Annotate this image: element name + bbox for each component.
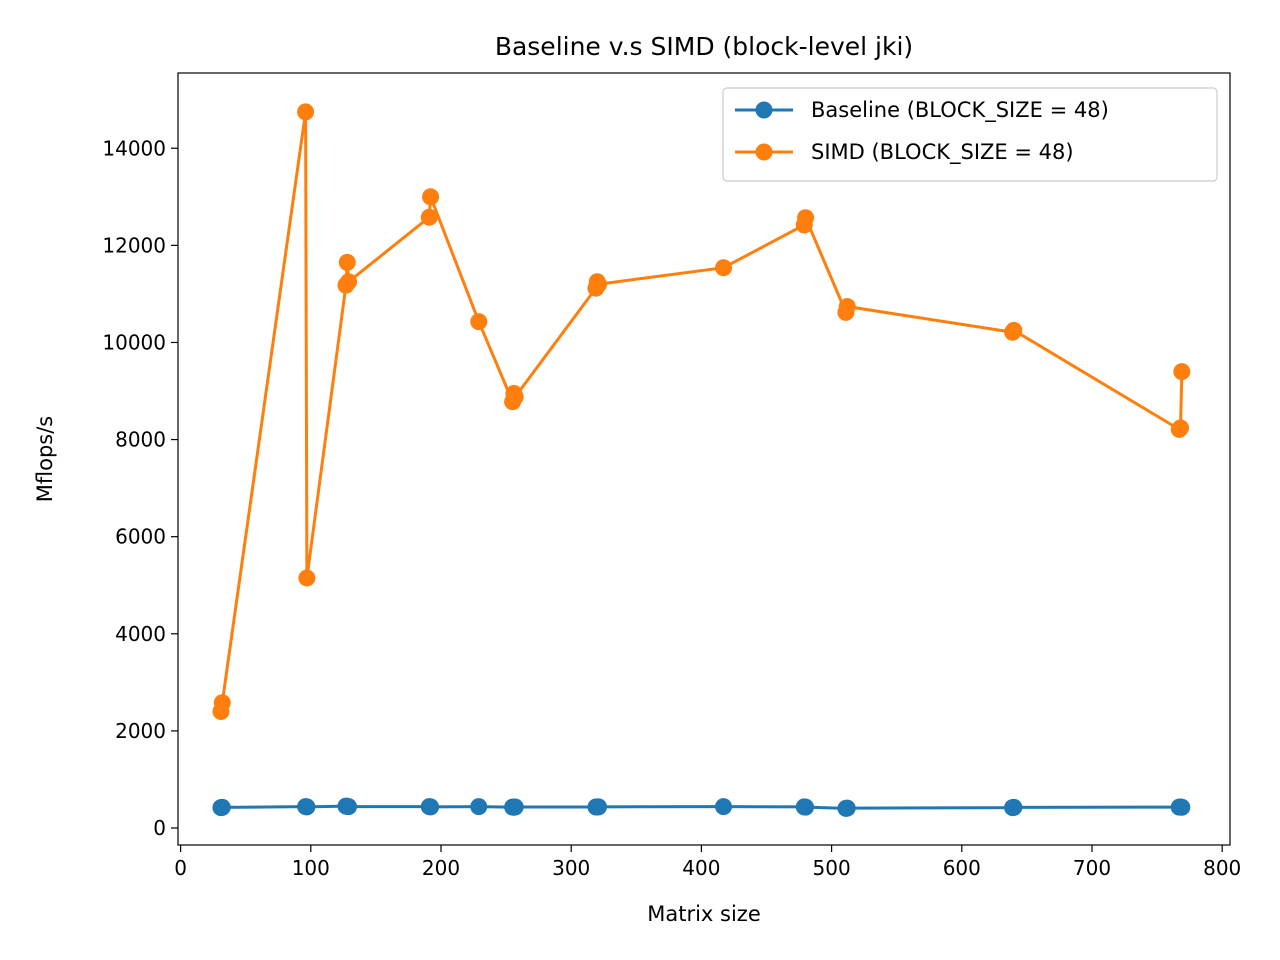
x-tick-label: 600 xyxy=(943,856,981,880)
legend-label: SIMD (BLOCK_SIZE = 48) xyxy=(811,140,1074,165)
data-point xyxy=(506,798,524,816)
series-layer xyxy=(212,103,1191,817)
data-point xyxy=(838,298,856,316)
data-point xyxy=(1005,798,1023,816)
data-point xyxy=(340,798,358,816)
y-tick-label: 14000 xyxy=(102,136,166,160)
data-point xyxy=(506,388,524,406)
series-baseline xyxy=(212,797,1191,817)
chart-title: Baseline v.s SIMD (block-level jki) xyxy=(495,32,913,61)
data-point xyxy=(422,798,440,816)
legend-box xyxy=(722,87,1218,182)
data-point xyxy=(797,209,815,227)
y-tick-label: 4000 xyxy=(115,622,166,646)
data-point xyxy=(470,313,488,331)
y-tick-label: 0 xyxy=(153,816,166,840)
data-point xyxy=(420,208,438,226)
data-point xyxy=(1173,798,1191,816)
data-point xyxy=(838,799,856,817)
data-point xyxy=(213,798,231,816)
data-point xyxy=(715,798,733,816)
legend-item: Baseline (BLOCK_SIZE = 48) xyxy=(735,98,1109,123)
x-tick-label: 800 xyxy=(1203,856,1241,880)
data-point xyxy=(298,798,316,816)
data-point xyxy=(297,103,315,121)
legend-swatch-marker xyxy=(755,101,773,119)
data-point xyxy=(1005,321,1023,339)
data-point xyxy=(340,273,358,291)
data-point xyxy=(590,275,608,293)
legend-item: SIMD (BLOCK_SIZE = 48) xyxy=(735,140,1074,165)
x-tick-label: 200 xyxy=(422,856,460,880)
y-tick-label: 12000 xyxy=(102,233,166,257)
data-point xyxy=(338,253,356,271)
x-tick-label: 0 xyxy=(174,856,187,880)
x-tick-label: 700 xyxy=(1073,856,1111,880)
y-tick-label: 10000 xyxy=(102,330,166,354)
data-point xyxy=(298,569,316,587)
series-line xyxy=(220,804,1183,810)
data-point xyxy=(1172,419,1190,437)
y-tick-label: 8000 xyxy=(115,428,166,452)
x-tick-label: 100 xyxy=(292,856,330,880)
data-point xyxy=(422,188,440,206)
series-simd xyxy=(212,103,1191,720)
legend-label: Baseline (BLOCK_SIZE = 48) xyxy=(811,98,1109,123)
y-tick-label: 6000 xyxy=(115,525,166,549)
y-axis-label: Mflops/s xyxy=(33,416,57,502)
data-point xyxy=(797,798,815,816)
legend: Baseline (BLOCK_SIZE = 48) SIMD (BLOCK_SI… xyxy=(722,87,1218,182)
x-axis-label: Matrix size xyxy=(647,902,761,926)
x-axis-ticks: 0 100 200 300 400 500 600 700 800 xyxy=(174,845,1241,880)
y-tick-label: 2000 xyxy=(115,719,166,743)
data-point xyxy=(213,694,231,712)
x-tick-label: 400 xyxy=(682,856,720,880)
data-point xyxy=(470,798,488,816)
y-axis-ticks: 0 2000 4000 6000 8000 10000 12000 14000 xyxy=(102,136,178,840)
x-tick-label: 500 xyxy=(813,856,851,880)
x-tick-label: 300 xyxy=(552,856,590,880)
data-point xyxy=(715,259,733,277)
legend-swatch-marker xyxy=(755,143,773,161)
data-point xyxy=(590,798,608,816)
data-point xyxy=(1173,363,1191,381)
axes-frame xyxy=(177,72,1231,846)
